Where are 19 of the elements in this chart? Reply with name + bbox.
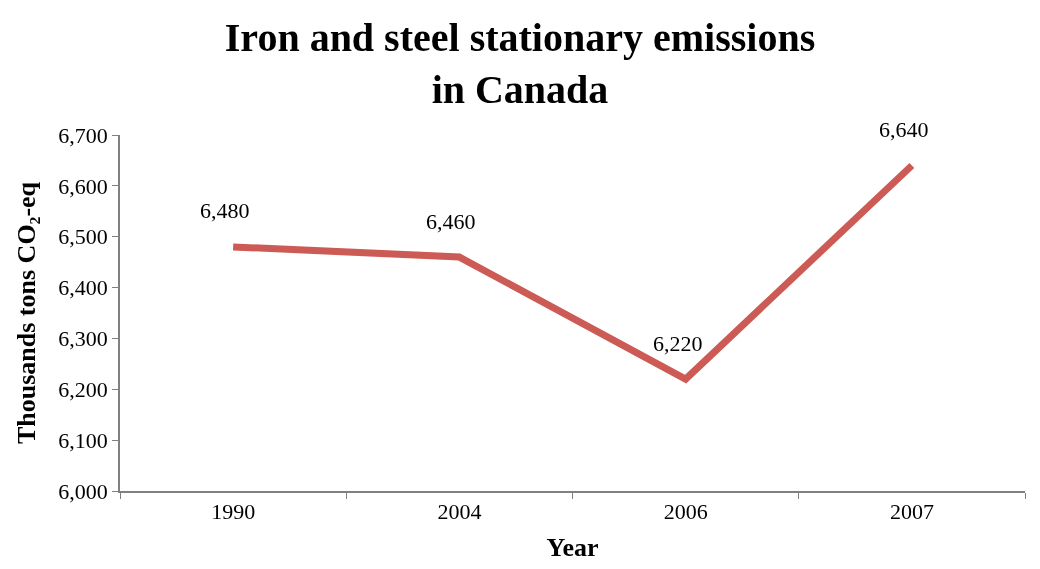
x-tick-label: 2004	[437, 499, 482, 525]
y-axis-title: Thousands tons CO₂-eq	[12, 181, 42, 445]
data-label: 6,460	[426, 209, 476, 234]
y-tick-label: 6,000	[58, 478, 108, 504]
x-tick-label: 2007	[889, 499, 934, 525]
x-tick-label: 1990	[211, 499, 256, 525]
x-axis-title: Year	[546, 533, 599, 563]
x-tick-label: 2006	[663, 499, 708, 525]
y-tick-label: 6,100	[58, 427, 108, 453]
y-tick-label: 6,700	[58, 122, 108, 148]
chart-title: Iron and steel stationary emissions in Canada	[224, 15, 816, 113]
data-label: 6,220	[653, 331, 703, 356]
y-tick-label: 6,600	[58, 173, 108, 199]
data-label: 6,640	[879, 117, 929, 142]
y-tick-label: 6,500	[58, 224, 108, 250]
data-label: 6,480	[200, 198, 250, 223]
y-tick-label: 6,400	[58, 275, 108, 301]
y-tick-label: 6,300	[58, 326, 108, 352]
y-tick-label: 6,200	[58, 376, 108, 402]
